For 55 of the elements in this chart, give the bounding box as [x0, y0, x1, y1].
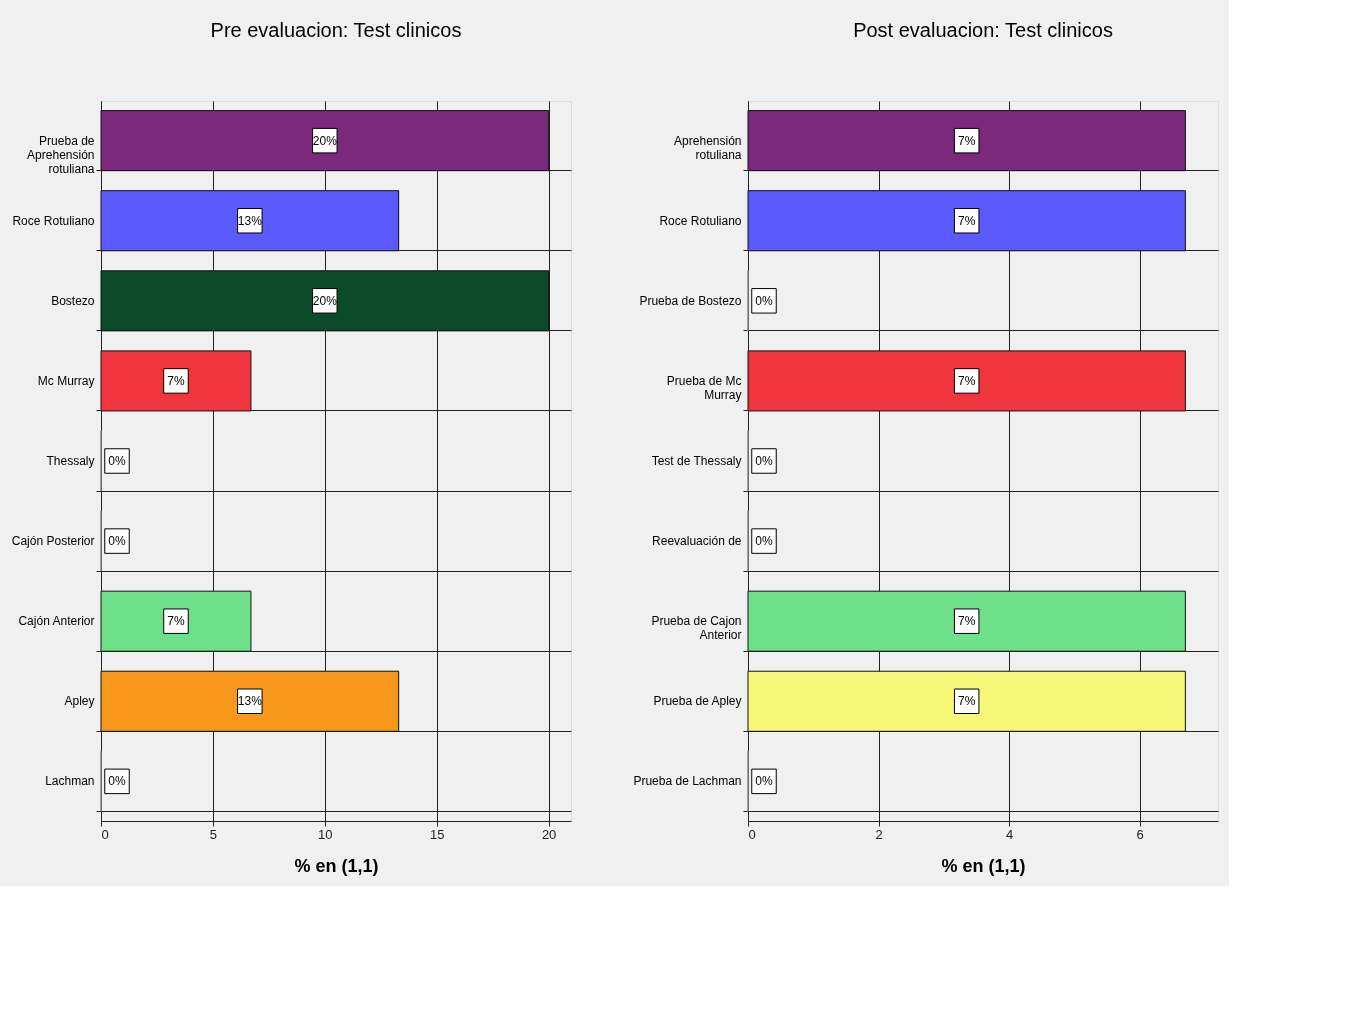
y-tick-label: Roce Rotuliano — [12, 213, 95, 228]
data-label: 0% — [108, 534, 126, 549]
data-label: 0% — [755, 454, 773, 468]
bar — [100, 190, 400, 252]
x-tick-label: 6 — [1136, 826, 1144, 842]
y-tick-label: Prueba de Lachman — [633, 774, 742, 789]
x-axis-title: % en (1,1) — [294, 855, 379, 876]
y-tick-label: Lachman — [45, 774, 95, 789]
data-label: 0% — [755, 534, 773, 549]
y-tick-label: Prueba de Apley — [653, 694, 742, 709]
bar — [100, 270, 550, 332]
bar — [100, 110, 550, 172]
data-label: 13% — [237, 694, 263, 709]
data-label: 13% — [237, 213, 263, 228]
y-tick-label: Thessaly — [46, 454, 95, 468]
y-tick-label: Mc Murray — [37, 373, 95, 388]
data-label: 0% — [755, 293, 773, 308]
data-label: 7% — [958, 213, 976, 228]
data-label: 7% — [958, 694, 976, 709]
chart-title: Post evaluacion: Test clinicos — [853, 19, 1113, 41]
y-tick-label: Apley — [64, 694, 95, 709]
x-axis-title: % en (1,1) — [941, 855, 1026, 876]
bar — [100, 670, 400, 732]
data-label: 20% — [312, 293, 338, 308]
bar — [100, 350, 252, 412]
y-tick-label: Reevaluación de — [652, 534, 742, 549]
data-label: 0% — [755, 774, 773, 789]
y-tick-label: Cajón Anterior — [18, 614, 95, 629]
data-label: 7% — [958, 133, 976, 148]
data-label: 0% — [108, 454, 126, 468]
data-label: 7% — [958, 614, 976, 629]
x-tick-label: 0 — [748, 826, 756, 842]
x-tick-label: 20 — [541, 826, 557, 842]
data-label: 0% — [108, 774, 126, 789]
bar — [100, 590, 252, 652]
y-tick-label: Roce Rotuliano — [659, 213, 742, 228]
x-tick-label: 5 — [209, 826, 218, 842]
y-tick-label: Cajón Posterior — [11, 534, 95, 549]
data-label: 7% — [167, 373, 185, 388]
y-tick-label: Prueba de Aprehensión rotuliana — [27, 133, 95, 176]
data-label: 20% — [312, 133, 338, 148]
x-tick-label: 2 — [875, 826, 883, 842]
y-tick-label: Aprehensión rotuliana — [674, 133, 742, 162]
y-tick-label: Prueba de Cajon Anterior — [651, 614, 742, 643]
y-tick-label: Test de Thessaly — [651, 454, 742, 468]
x-tick-label: 10 — [318, 826, 333, 842]
y-tick-label: Prueba de Mc Murray — [666, 373, 742, 402]
x-tick-label: 4 — [1005, 826, 1014, 842]
data-label: 7% — [167, 614, 185, 629]
y-tick-label: Prueba de Bostezo — [639, 293, 742, 308]
y-tick-label: Bostezo — [51, 293, 95, 308]
x-tick-label: 0 — [101, 826, 109, 842]
data-label: 7% — [958, 373, 976, 388]
chart-title: Pre evaluacion: Test clinicos — [210, 19, 462, 41]
x-tick-label: 15 — [429, 826, 445, 842]
